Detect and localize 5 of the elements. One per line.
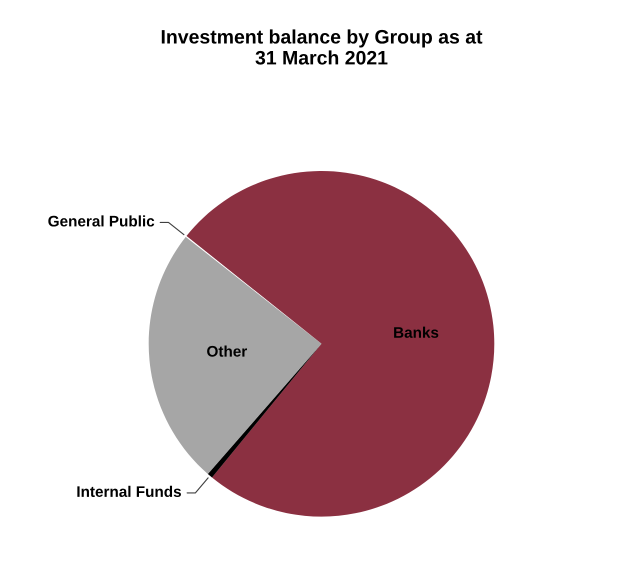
slice-label: Internal Funds [77, 486, 181, 498]
slice-label: Other [207, 345, 248, 357]
slice-label: General Public [48, 215, 154, 227]
chart-title: Investment balance by Group as at 31 March 2021 [162, 29, 482, 65]
slice-label: Banks [394, 326, 438, 338]
